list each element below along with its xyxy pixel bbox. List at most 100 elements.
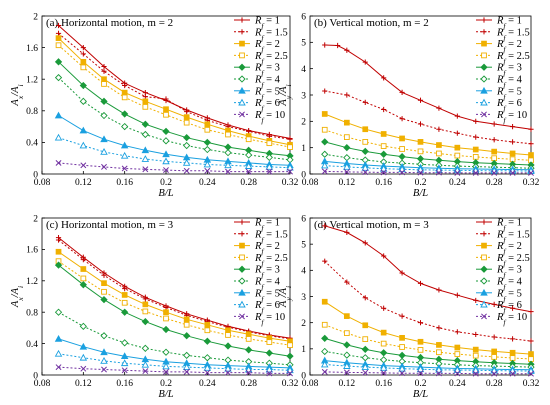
legend-label: Rf = 2.5 <box>496 51 530 66</box>
data-point <box>362 336 369 343</box>
data-point <box>245 151 253 159</box>
legend-label-value: = 6 <box>264 98 280 109</box>
data-point <box>100 296 108 304</box>
data-point <box>509 124 516 130</box>
legend-entry: Rf = 4 <box>234 75 281 89</box>
series-0 <box>322 42 534 132</box>
data-point <box>121 165 128 172</box>
data-point <box>245 369 252 376</box>
legend-label-value: = 3 <box>264 63 280 74</box>
legend-label-main: R <box>254 63 262 74</box>
data-point <box>344 279 350 285</box>
y-tick-label: 0.4 <box>26 340 38 350</box>
legend-label-value: = 5 <box>264 288 280 299</box>
x-tick-label: 0.28 <box>486 178 503 188</box>
data-point <box>472 352 479 359</box>
legend-label-main: R <box>254 51 262 62</box>
data-point <box>435 169 442 176</box>
data-point <box>225 369 231 376</box>
data-point <box>321 334 329 343</box>
legend-label: Rf = 6 <box>496 98 522 113</box>
x-tick-label: 0.32 <box>523 178 540 188</box>
legend-label-sub: f <box>503 21 506 30</box>
data-point <box>321 138 329 146</box>
legend-entry: Rf = 10 <box>476 110 527 124</box>
data-point <box>322 42 328 48</box>
series-1 <box>322 88 534 147</box>
data-point <box>142 98 149 105</box>
legend-label: Rf = 1.5 <box>254 27 288 42</box>
legend-entry: Rf = 2.5 <box>234 253 288 267</box>
legend-label-sub: f <box>503 92 506 101</box>
data-point <box>100 135 108 143</box>
legend-label: Rf = 10 <box>254 110 285 125</box>
legend-label-sub: f <box>503 282 506 291</box>
x-tick-label: 0.16 <box>116 379 133 389</box>
data-point <box>224 342 232 350</box>
legend-label: Rf = 5 <box>254 86 280 101</box>
data-point <box>163 304 169 311</box>
x-tick-label: 0.24 <box>199 379 216 389</box>
data-point <box>287 370 293 377</box>
legend-entry: Rf = 6 <box>234 98 280 113</box>
data-point <box>321 168 328 175</box>
legend-label-main: R <box>496 51 504 62</box>
legend-label-main: R <box>254 110 262 121</box>
data-point <box>343 144 351 152</box>
data-point <box>203 364 212 371</box>
legend-label-value: = 4 <box>506 75 523 86</box>
data-point <box>225 131 231 138</box>
data-point <box>54 111 63 119</box>
data-point <box>225 332 231 338</box>
chart-panel: 0 1 2 3 4 5 6 0.08 0.12 0.16 0.2 0.24 0.28 0.32 B/L Ay/… <box>278 214 540 400</box>
legend-label-main: R <box>496 63 504 74</box>
data-point <box>491 370 498 377</box>
legend-entry: Rf = 3 <box>476 63 522 77</box>
series-line <box>324 324 532 360</box>
data-point <box>163 315 169 322</box>
x-tick-label: 0.2 <box>415 379 427 389</box>
data-point <box>141 155 150 162</box>
data-point <box>361 147 369 155</box>
legend-label-main: R <box>496 241 504 252</box>
data-point <box>379 164 388 172</box>
legend-label-value: = 10 <box>506 312 528 323</box>
data-point <box>121 292 128 298</box>
legend-label-sub: f <box>503 294 506 303</box>
legend-label-value: = 1.5 <box>264 27 288 38</box>
legend-entry: Rf = 5 <box>476 86 522 101</box>
data-point <box>141 146 150 154</box>
legend-label: Rf = 3 <box>496 265 522 280</box>
legend-label: Rf = 2 <box>254 39 280 54</box>
data-point <box>454 113 460 119</box>
series-7 <box>54 133 294 171</box>
legend-entry: Rf = 6 <box>234 300 280 315</box>
legend-label-main: R <box>254 253 262 264</box>
legend-label: Rf = 2.5 <box>496 253 530 268</box>
series-2 <box>321 298 534 357</box>
legend-entry: Rf = 5 <box>234 288 280 303</box>
data-point <box>80 275 87 282</box>
x-tick-label: 0.12 <box>75 178 92 188</box>
legend-label-value: = 4 <box>506 277 523 288</box>
legend-marker <box>481 40 487 47</box>
data-point <box>398 351 406 360</box>
data-point <box>142 166 149 173</box>
data-point <box>454 144 461 151</box>
legend-marker <box>239 52 245 59</box>
legend-label-sub: f <box>261 80 264 89</box>
legend-marker <box>480 86 488 94</box>
data-point <box>528 169 534 176</box>
legend-label-main: R <box>254 75 262 86</box>
y-tick-label: 0 <box>301 371 306 381</box>
legend-label: Rf = 3 <box>254 63 280 78</box>
legend-marker <box>239 242 245 249</box>
data-point <box>343 119 350 126</box>
series-line <box>58 162 290 173</box>
legend-label-value: = 5 <box>506 288 522 299</box>
data-point <box>225 327 231 334</box>
legend-label: Rf = 1 <box>496 218 522 233</box>
legend-label-sub: f <box>503 56 506 65</box>
data-point <box>343 162 351 170</box>
data-point <box>55 22 62 29</box>
